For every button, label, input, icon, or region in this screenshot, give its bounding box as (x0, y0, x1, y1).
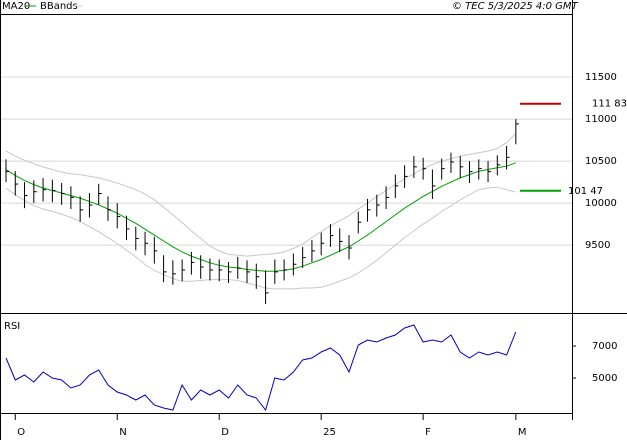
y-tick-label: 11000 (585, 114, 617, 125)
y-tick-label: 10000 (585, 198, 617, 209)
x-tick-label: D (221, 427, 229, 438)
y-tick-label: 10500 (585, 156, 617, 167)
x-tick-label: 25 (323, 427, 336, 438)
y-tick-label: 7000 (592, 341, 617, 352)
x-tick-label: M (518, 427, 527, 438)
x-tick-label: F (425, 427, 431, 438)
source-note: © TEC 5/3/2025 4:0 GMT (452, 1, 579, 12)
y-tick-label: 11500 (585, 72, 617, 83)
overlay-line (5, 186, 516, 290)
price-marker-label: 101 47 (568, 186, 603, 197)
legend-label: BBands (40, 1, 78, 12)
overlay-line (5, 133, 517, 257)
legend-label: MA20 (2, 1, 30, 12)
rsi-line (5, 324, 517, 412)
x-tick-label: O (17, 427, 25, 438)
y-tick-label: 5000 (592, 373, 617, 384)
price-marker-label: 111 83 (592, 99, 627, 110)
overlay-line (5, 162, 516, 272)
x-tick-label: N (119, 427, 126, 438)
y-tick-label: 9500 (585, 240, 610, 251)
rsi-title: RSI (4, 321, 20, 332)
